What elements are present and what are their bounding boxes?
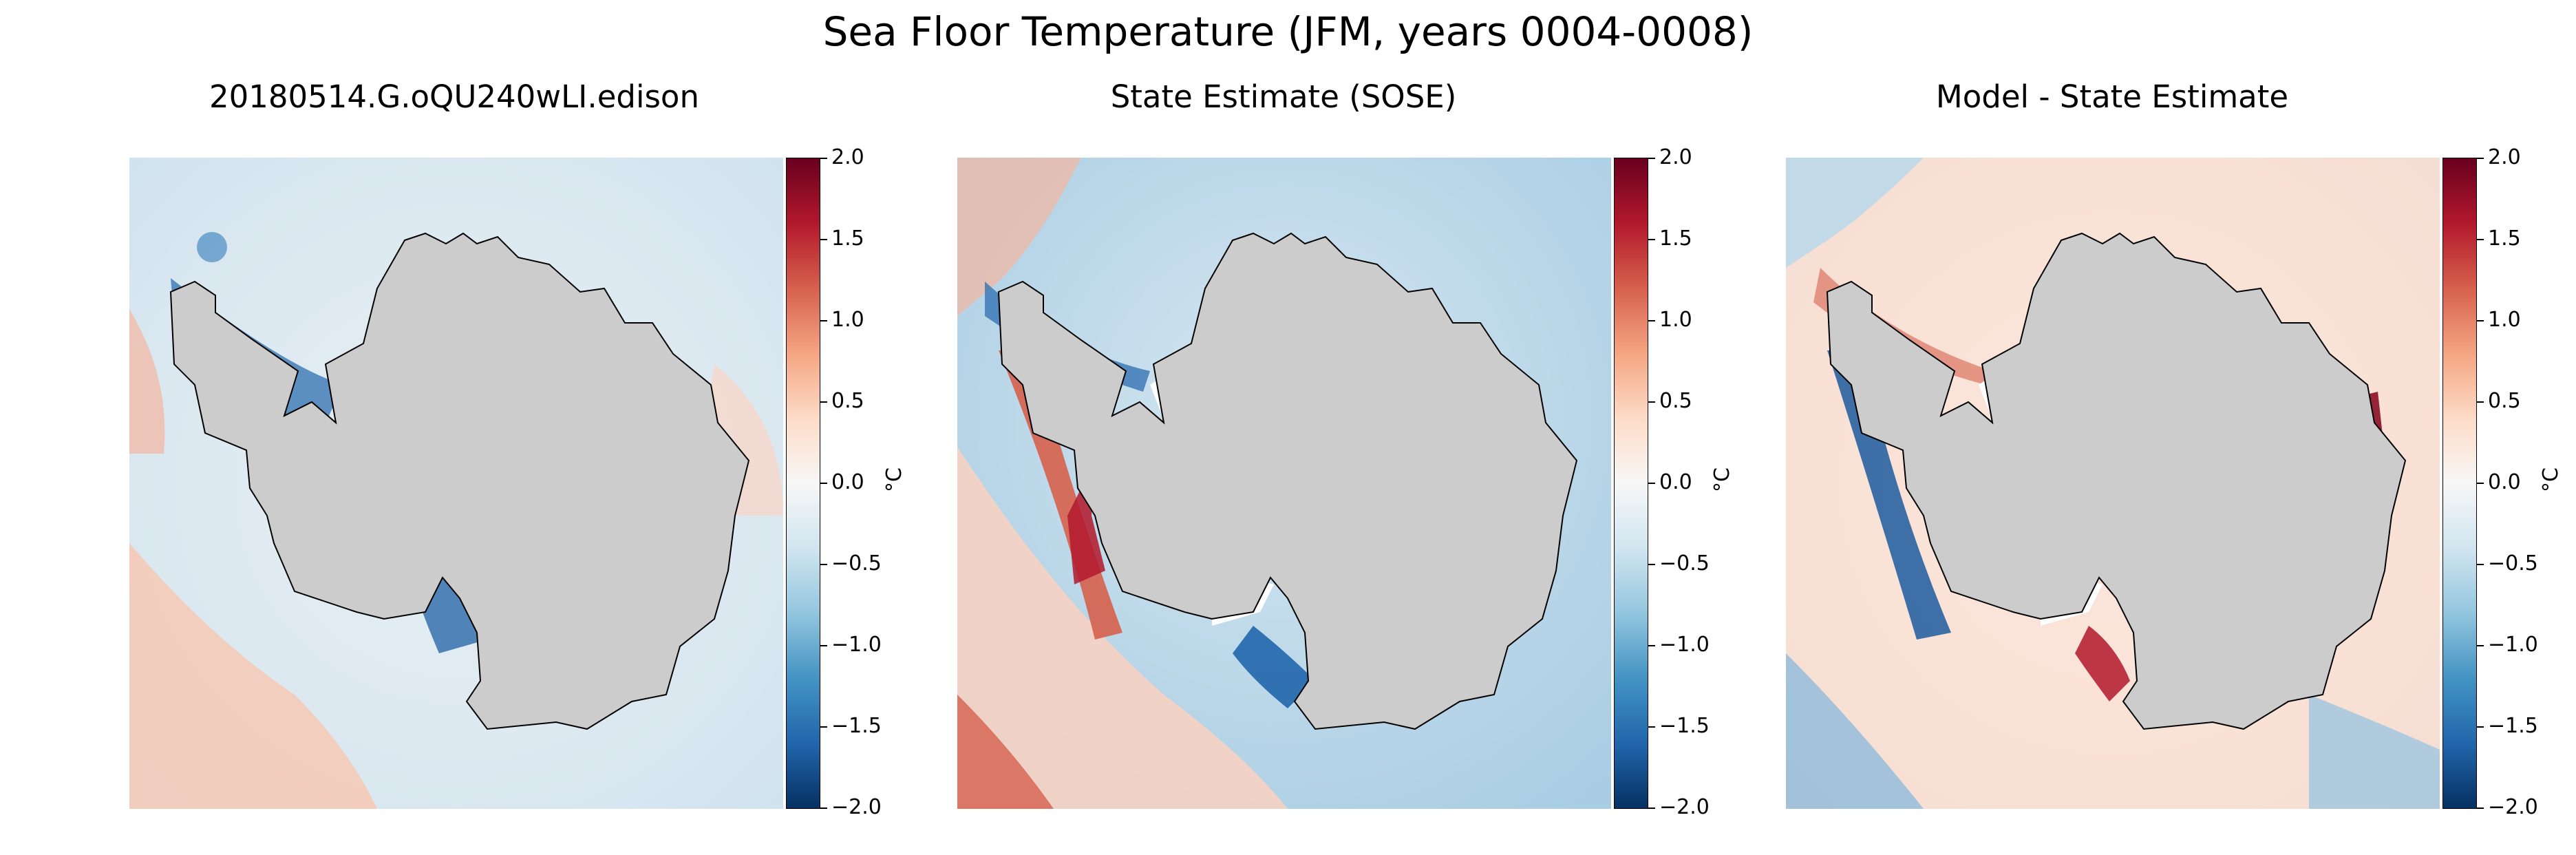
cold-anomaly-region — [2309, 695, 2440, 809]
tick-label: 1.5 — [831, 226, 864, 251]
antarctica-landmass — [1826, 232, 2407, 730]
warm-anomaly-region — [129, 309, 165, 454]
tick-label: 1.0 — [831, 308, 864, 332]
colorbar-gradient — [786, 158, 820, 809]
tick-label: 1.0 — [1659, 308, 1692, 332]
cold-anomaly-region — [197, 232, 227, 262]
tick-label: −1.0 — [831, 633, 882, 657]
cold-anomaly-region — [1786, 158, 1924, 268]
tick-label: 2.0 — [2488, 145, 2521, 169]
tick-label: −2.0 — [831, 795, 882, 819]
tick-label: −0.5 — [1659, 551, 1710, 576]
panel-title-observations: State Estimate (SOSE) — [1110, 78, 1457, 115]
tick-label: 0.5 — [2488, 389, 2521, 413]
tick-label: −1.5 — [831, 714, 882, 738]
tick-label: 2.0 — [1659, 145, 1692, 169]
cold-anomaly-region — [1786, 653, 1924, 809]
warm-anomaly-region — [1813, 268, 1992, 385]
panel-title-difference: Model - State Estimate — [1935, 78, 2289, 115]
warm-anomaly-region — [1067, 461, 1105, 584]
tick-label: −2.0 — [2488, 795, 2538, 819]
warm-anomaly-region — [957, 158, 1081, 316]
tick-label: −1.0 — [1659, 633, 1710, 657]
tick-label: 0.0 — [2488, 470, 2521, 494]
figure-title: Sea Floor Temperature (JFM, years 0004-0… — [822, 8, 1754, 55]
tick-label: 0.5 — [831, 389, 864, 413]
tick-label: 0.0 — [1659, 470, 1692, 494]
tick-label: −1.5 — [2488, 714, 2538, 738]
cold-anomaly-region — [1233, 626, 1315, 708]
colorbar-unit-label: °C — [882, 467, 906, 492]
antarctica-landmass — [169, 232, 750, 730]
tick-label: 1.5 — [1659, 226, 1692, 251]
warm-anomaly-region — [707, 364, 783, 516]
warm-anomaly-region — [957, 695, 1054, 809]
tick-label: −1.0 — [2488, 633, 2538, 657]
colorbar-gradient — [2442, 158, 2477, 809]
tick-label: −0.5 — [831, 551, 882, 576]
tick-label: 1.0 — [2488, 308, 2521, 332]
tick-label: −0.5 — [2488, 551, 2538, 576]
antarctica-landmass — [997, 232, 1578, 730]
colorbar-observations — [1614, 158, 1648, 809]
colorbar-model — [786, 158, 820, 809]
tick-label: −2.0 — [1659, 795, 1710, 819]
tick-label: 0.5 — [1659, 389, 1692, 413]
warm-anomaly-region — [957, 447, 1288, 809]
warm-anomaly-region — [129, 543, 377, 809]
tick-label: −1.5 — [1659, 714, 1710, 738]
map-panel-model — [129, 158, 783, 809]
warm-anomaly-region — [2075, 626, 2130, 701]
colorbar-difference — [2442, 158, 2477, 809]
tick-label: 1.5 — [2488, 226, 2521, 251]
map-panel-observations — [957, 158, 1611, 809]
tick-label: 2.0 — [831, 145, 864, 169]
colorbar-unit-label: °C — [1710, 467, 1734, 492]
tick-label: 0.0 — [831, 470, 864, 494]
colorbar-gradient — [1614, 158, 1648, 809]
colorbar-unit-label: °C — [2539, 467, 2563, 492]
map-panel-difference — [1786, 158, 2440, 809]
cold-anomaly-region — [1827, 350, 1951, 640]
panel-title-model: 20180514.G.oQU240wLI.edison — [209, 78, 699, 115]
